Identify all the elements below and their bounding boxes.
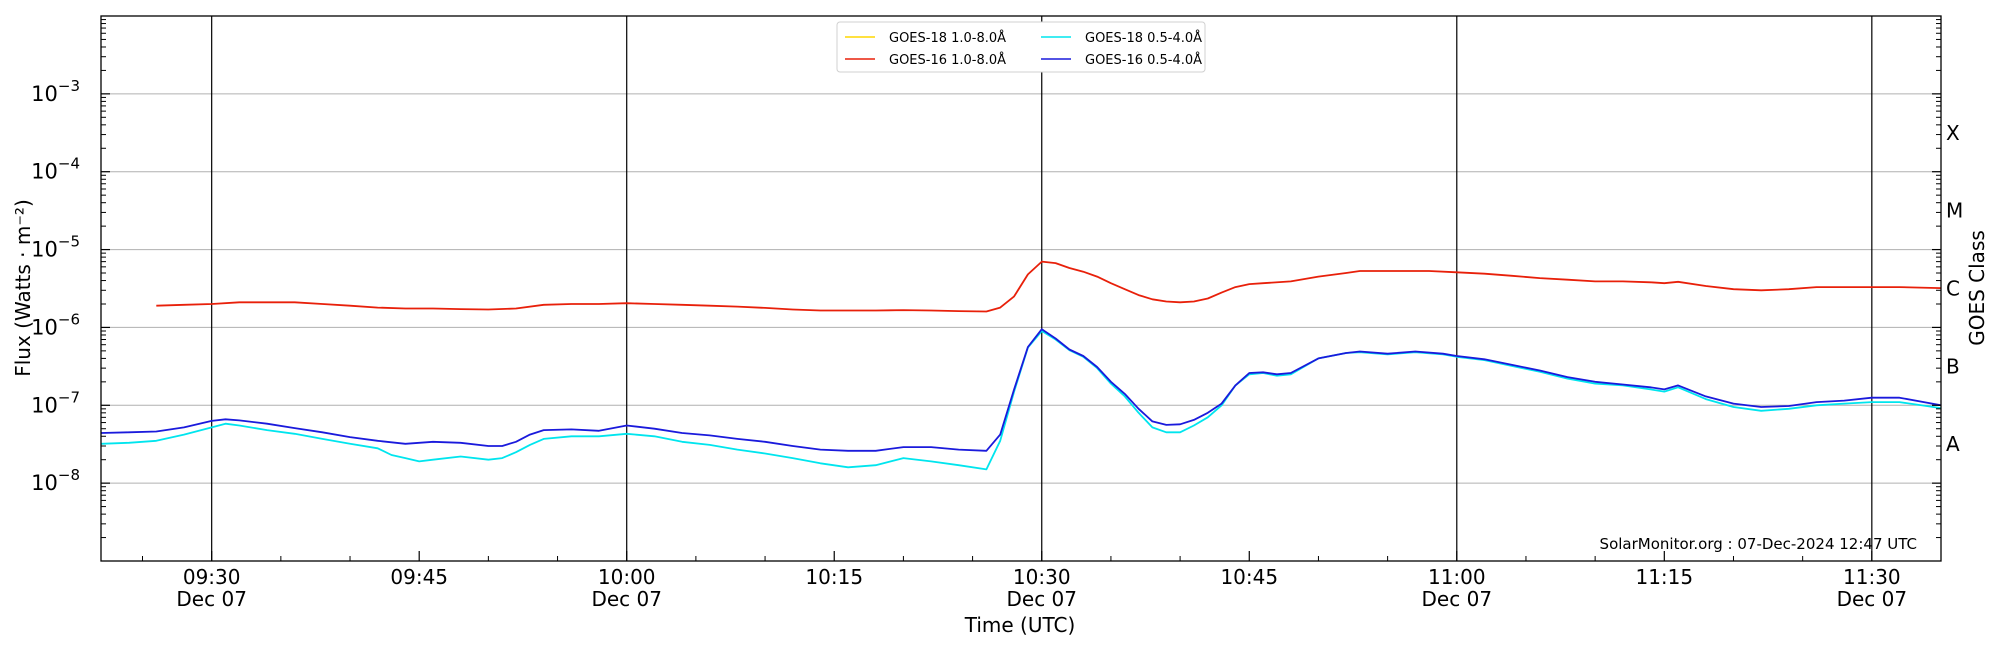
x-tick-label: 11:15 [1635,565,1693,589]
goes-class-label: B [1946,354,1960,378]
vertical-lines-layer [211,16,1873,561]
legend-label: GOES-16 1.0-8.0Å [889,52,1006,68]
x-tick-label: 10:15 [805,565,863,589]
x-tick-date-label: Dec 07 [1837,587,1908,611]
watermark-annotation: SolarMonitor.org : 07-Dec-2024 12:47 UTC [1600,535,1917,553]
x-tick-label: 10:00 [598,565,656,589]
x-tick-label: 09:30 [183,565,241,589]
legend-label: GOES-18 1.0-8.0Å [889,30,1006,46]
x-tick-date-label: Dec 07 [591,587,662,611]
y-tick-label: 10−8 [31,466,80,495]
legend-box [836,21,1206,73]
goes-class-label: M [1946,199,1963,223]
x-tick-label: 11:30 [1843,565,1901,589]
series-line-1 [156,260,1942,313]
x-tick-label: 11:00 [1428,565,1486,589]
legend-label: GOES-16 0.5-4.0Å [1085,52,1202,68]
x-tick-label: 10:45 [1220,565,1278,589]
y-tick-label: 10−4 [31,155,80,184]
legend-label: GOES-18 0.5-4.0Å [1085,30,1202,46]
x-tick-label: 10:30 [1013,565,1071,589]
plot-area-frame [100,15,1942,562]
y-tick-label: 10−3 [31,77,80,106]
grid-layer [101,93,1941,484]
x-tick-date-label: Dec 07 [176,587,247,611]
right-axis-label: GOES Class [1965,230,1989,346]
y-tick-label: 10−5 [31,233,80,262]
legend: GOES-18 1.0-8.0Å GOES-16 1.0-8.0Å GOES-18 … [836,21,1206,73]
goes-class-layer: A B C M X [1946,121,1963,456]
y-axis-label: Flux (Watts · m⁻²) [11,199,35,377]
goes-class-label: C [1946,277,1960,301]
series-layer [100,260,1942,471]
y-tick-label: 10−7 [31,388,80,417]
goes-class-label: A [1946,432,1960,456]
series-line-3 [100,328,1942,452]
goes-class-label: X [1946,121,1960,145]
x-tick-date-label: Dec 07 [1006,587,1077,611]
x-tick-date-label: Dec 07 [1422,587,1493,611]
y-ticks-layer: 10−8 10−7 10−6 10−5 10−4 10−3 [31,19,1941,539]
y-tick-label: 10−6 [31,310,80,339]
x-axis-label: Time (UTC) [964,613,1076,637]
series-line-2 [100,330,1942,471]
x-tick-label: 09:45 [390,565,448,589]
